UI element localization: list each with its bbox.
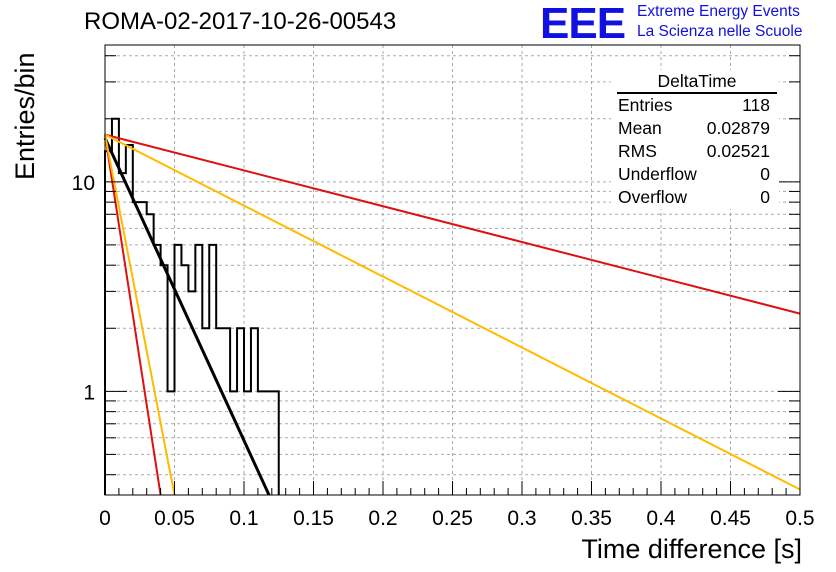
stats-row-rms: RMS 0.02521 [611,140,779,163]
stats-row-entries: Entries 118 [611,94,779,117]
stats-value: 0 [760,164,770,184]
fit-line-4 [104,134,162,496]
histogram [104,117,280,495]
y-tick-label: 10 [72,172,95,195]
y-axis-label: Entries/bin [10,52,40,180]
stats-label: Mean [618,118,662,138]
tick-labels: 0 0.05 0.1 0.15 0.2 0.25 0.3 0.35 0.4 0.45 0.5 1 10 [72,172,815,530]
x-tick-label: 0.5 [785,507,814,530]
histogram-outline [104,117,280,495]
y-tick-label: 1 [83,381,95,404]
x-axis-label: Time difference [s] [581,534,802,564]
x-tick-label: 0 [99,507,111,530]
stats-label: Overflow [618,187,688,207]
logo-line-1: Extreme Energy Events [637,3,800,20]
stats-row-underflow: Underflow 0 [611,163,779,186]
stats-value: 0.02521 [706,141,770,161]
eee-logo-mark: EEE [540,0,626,48]
x-tick-label: 0.4 [646,507,676,530]
stats-value: 0.02879 [706,118,770,138]
x-tick-label: 0.05 [154,507,195,530]
x-tick-label: 0.2 [368,507,397,530]
stats-value: 118 [742,95,770,115]
chart-title: ROMA-02-2017-10-26-00543 [84,8,397,35]
logo-line-2: La Scienza nelle Scuole [637,23,803,40]
fit-line-1 [103,137,271,496]
x-tick-label: 0.35 [571,507,612,530]
x-tick-label: 0.25 [432,507,473,530]
axis-ticks [104,55,801,495]
stats-label: Entries [618,95,673,115]
x-tick-label: 0.3 [507,507,536,530]
x-tick-label: 0.45 [710,507,751,530]
stats-label: Underflow [618,164,697,184]
fit-line-3 [104,133,801,491]
x-tick-label: 0.1 [229,507,258,530]
stats-box: DeltaTime Entries 118 Mean 0.02879 RMS 0… [611,70,779,209]
fit-line-2 [104,133,801,315]
stats-title: DeltaTime [617,70,777,94]
stats-row-mean: Mean 0.02879 [611,117,779,140]
stats-value: 0 [760,187,770,207]
stats-row-overflow: Overflow 0 [611,186,779,209]
fit-lines [103,133,801,496]
fit-line-5 [104,134,176,496]
stats-label: RMS [618,141,657,161]
x-tick-label: 0.15 [293,507,334,530]
